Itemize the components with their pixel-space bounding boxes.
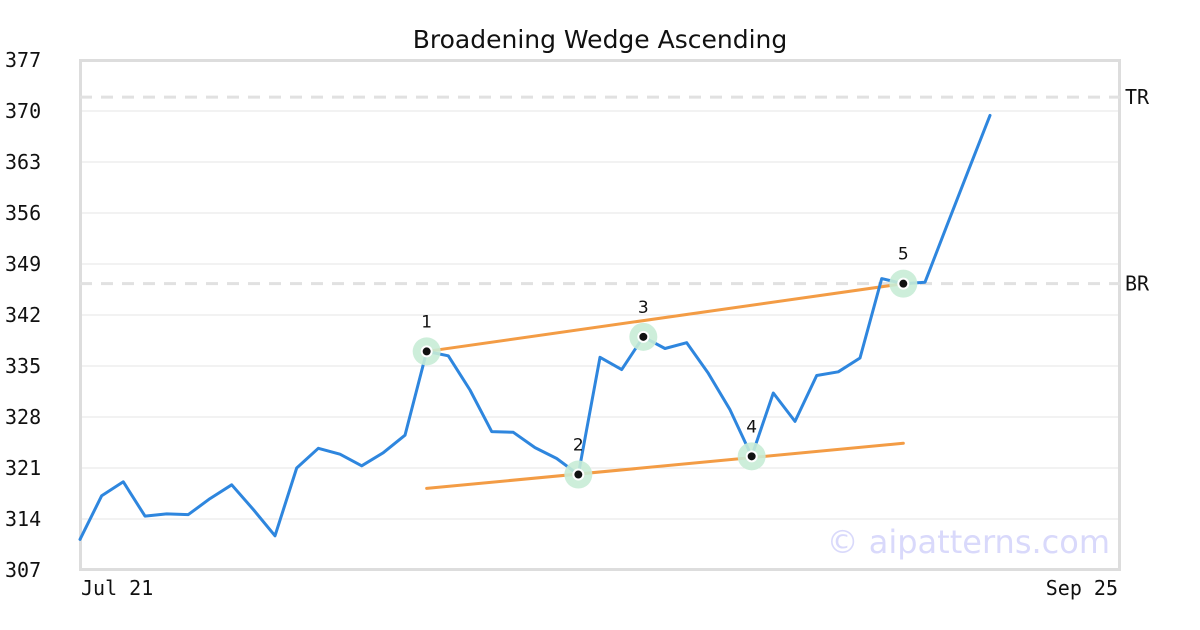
trendlines [425, 282, 905, 490]
watermark: © aipatterns.com [827, 523, 1110, 561]
pivot-dot [572, 468, 585, 481]
grid [80, 110, 1120, 520]
pivot-label: 3 [638, 298, 649, 318]
pivot-dot [897, 277, 910, 290]
pivot-dot [420, 345, 433, 358]
y-tick-label: 321 [5, 456, 41, 480]
pivot-dot [745, 450, 758, 463]
y-tick-label: 307 [5, 558, 41, 582]
y-tick-label: 356 [5, 201, 41, 225]
pivots: 1 2 3 4 5 [412, 245, 918, 489]
y-tick-label: 370 [5, 99, 41, 123]
y-axis: 307 314 321 328 335 342 349 356 363 370 377 [5, 48, 41, 582]
pivot-label: 1 [421, 312, 432, 332]
reference-label: BR [1125, 272, 1150, 296]
y-tick-label: 328 [5, 405, 41, 429]
y-tick-label: 377 [5, 48, 41, 72]
y-tick-label: 314 [5, 507, 41, 531]
x-tick-label: Sep 25 [1046, 576, 1118, 600]
pivot-label: 5 [898, 245, 909, 265]
y-tick-label: 342 [5, 303, 41, 327]
reference-label: TR [1125, 85, 1150, 109]
y-tick-label: 335 [5, 354, 41, 378]
y-tick-label: 349 [5, 252, 41, 276]
plot-frame [79, 59, 1121, 571]
pivot-label: 2 [573, 436, 584, 456]
x-axis: Jul 21 Sep 25 [81, 576, 1118, 600]
x-tick-label: Jul 21 [81, 576, 153, 600]
y-tick-label: 363 [5, 150, 41, 174]
series [78, 113, 992, 541]
price-series-line [78, 113, 992, 541]
trendline-lower [425, 441, 905, 490]
pivot-label: 4 [746, 417, 757, 437]
chart-title: Broadening Wedge Ascending [413, 25, 788, 54]
pivot-dot [637, 330, 650, 343]
trendline-upper [425, 282, 905, 353]
reference-lines: TR BR [80, 85, 1150, 296]
